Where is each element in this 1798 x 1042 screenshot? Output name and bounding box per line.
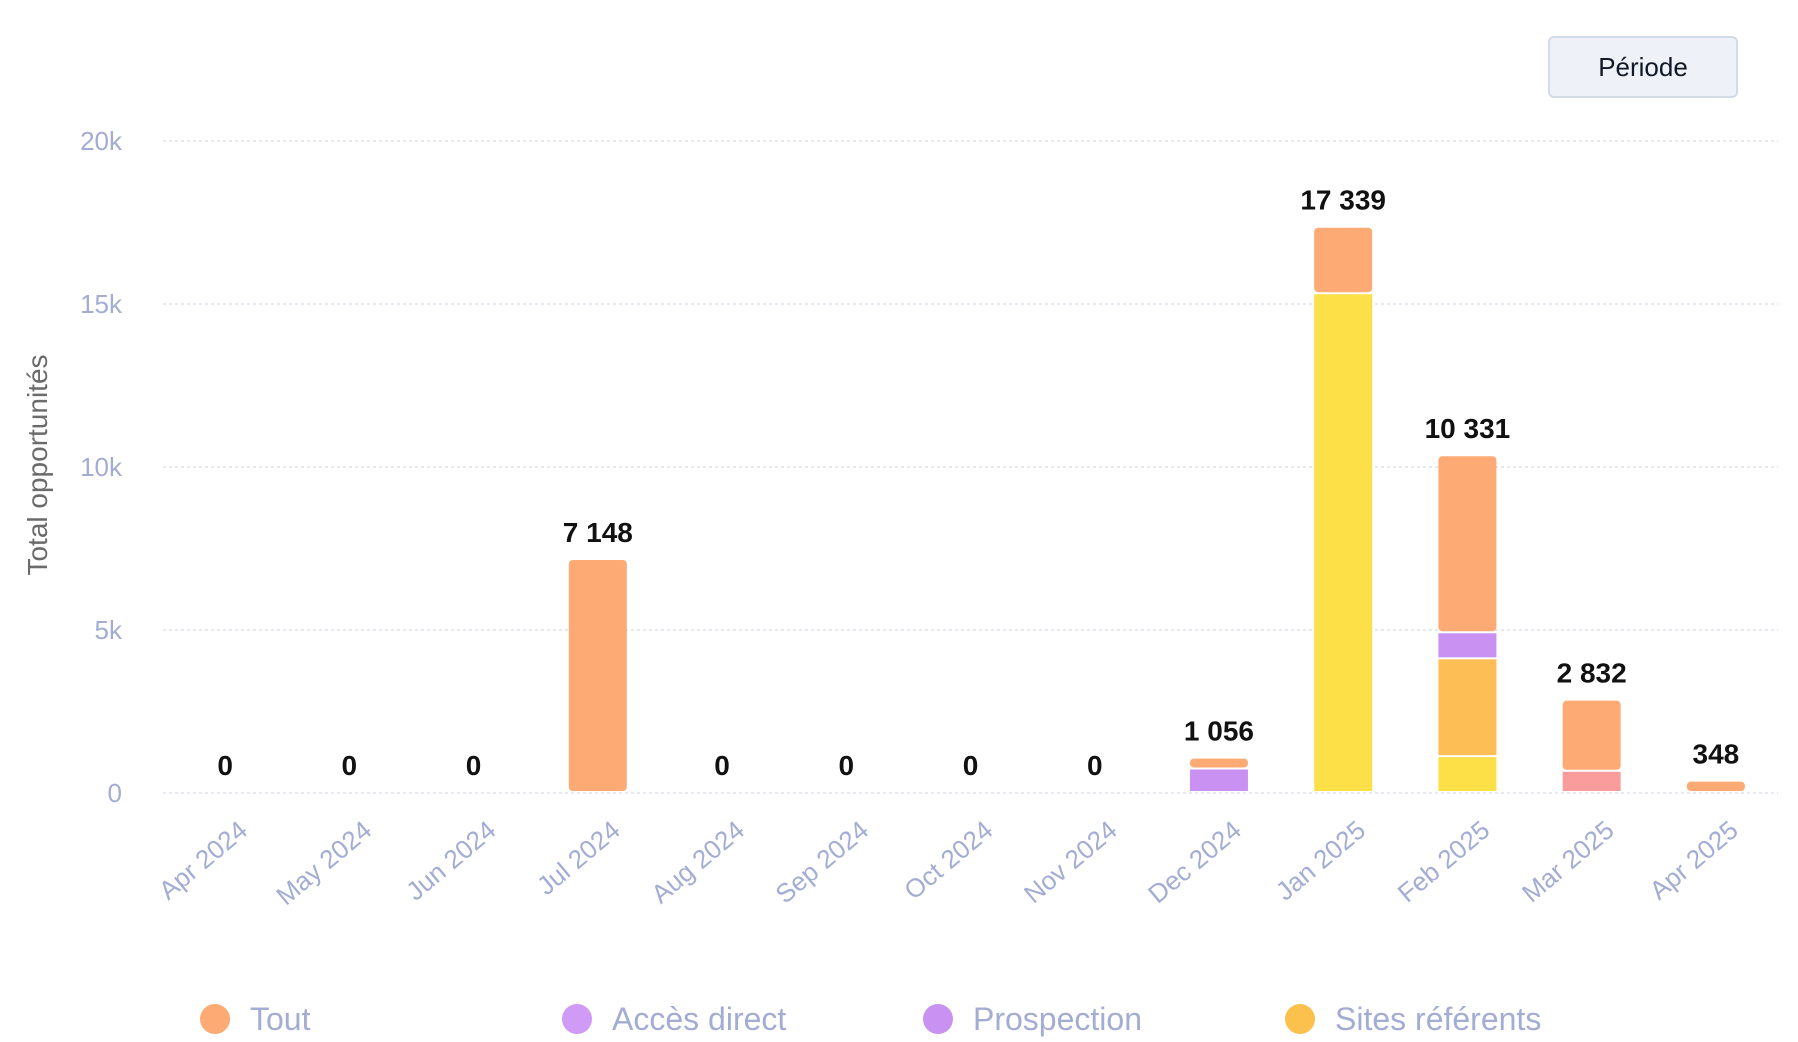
bar-total-label: 348	[1693, 739, 1740, 770]
x-tick-label: Apr 2024	[153, 815, 253, 906]
legend: Tout Accès direct Prospection Sites référen…	[200, 1001, 1541, 1037]
x-axis-ticks: Apr 2024 May 2024 Jun 2024 Jul 2024 Aug 2024…	[153, 815, 1744, 911]
bar-total-label: 0	[342, 750, 358, 781]
x-tick-label: Dec 2024	[1142, 815, 1247, 910]
legend-swatch	[923, 1004, 953, 1034]
x-tick-label: Apr 2025	[1644, 815, 1744, 906]
bar-segment	[1314, 227, 1373, 293]
y-axis-ticks: 0 5k 10k 15k 20k	[80, 126, 123, 808]
bar-total-label: 1 056	[1184, 716, 1254, 747]
y-tick-label: 15k	[80, 289, 123, 319]
x-tick-label: May 2024	[270, 815, 377, 911]
bar-segment	[1438, 456, 1497, 632]
bar-total-label: 17 339	[1300, 185, 1386, 216]
x-tick-label: Oct 2024	[898, 815, 998, 906]
bar-total-label: 0	[838, 750, 854, 781]
y-tick-label: 10k	[80, 452, 123, 482]
bar-total-label: 0	[714, 750, 730, 781]
y-tick-label: 0	[108, 778, 122, 808]
legend-swatch	[1285, 1004, 1315, 1034]
bar-segment	[1438, 633, 1497, 658]
legend-item-label: Sites référents	[1335, 1001, 1541, 1037]
legend-swatch	[562, 1004, 592, 1034]
y-tick-label: 20k	[80, 126, 123, 156]
legend-item-label: Tout	[250, 1001, 311, 1037]
bar-segment	[1314, 294, 1373, 791]
bar-segment	[1438, 659, 1497, 756]
legend-swatch	[200, 1004, 230, 1034]
y-axis-title: Total opportunités	[22, 354, 53, 575]
bar-total-label: 0	[1087, 750, 1103, 781]
bar-segment	[1189, 769, 1248, 791]
bar-segment	[568, 559, 627, 791]
x-tick-label: Jan 2025	[1270, 815, 1371, 907]
x-tick-label: Jul 2024	[531, 815, 626, 901]
legend-item-label: Accès direct	[612, 1001, 786, 1037]
bar-total-labels: 0 0 0 7 148 0 0 0 0 1 056 17 339 10 331 2 832 348	[217, 185, 1739, 781]
bar-segment	[1562, 700, 1621, 770]
period-button[interactable]: Période	[1548, 36, 1738, 98]
bar-total-label: 0	[466, 750, 482, 781]
x-tick-label: Feb 2025	[1392, 815, 1495, 909]
bar-total-label: 0	[217, 750, 233, 781]
x-tick-label: Aug 2024	[645, 815, 750, 910]
x-tick-label: Mar 2025	[1516, 815, 1619, 909]
bar-total-label: 10 331	[1425, 413, 1511, 444]
bar-total-label: 0	[963, 750, 979, 781]
bars	[568, 227, 1745, 791]
bar-segment	[1438, 757, 1497, 791]
bar-segment	[1189, 758, 1248, 768]
bar-segment	[1562, 771, 1621, 791]
x-tick-label: Sep 2024	[770, 815, 875, 910]
legend-item-label: Prospection	[973, 1001, 1142, 1037]
gridlines	[163, 140, 1778, 794]
x-tick-label: Nov 2024	[1018, 815, 1123, 910]
bar-total-label: 7 148	[563, 517, 633, 548]
bar-total-label: 2 832	[1557, 658, 1627, 689]
bar-segment	[1686, 781, 1745, 791]
y-tick-label: 5k	[95, 615, 123, 645]
x-tick-label: Jun 2024	[400, 815, 501, 907]
